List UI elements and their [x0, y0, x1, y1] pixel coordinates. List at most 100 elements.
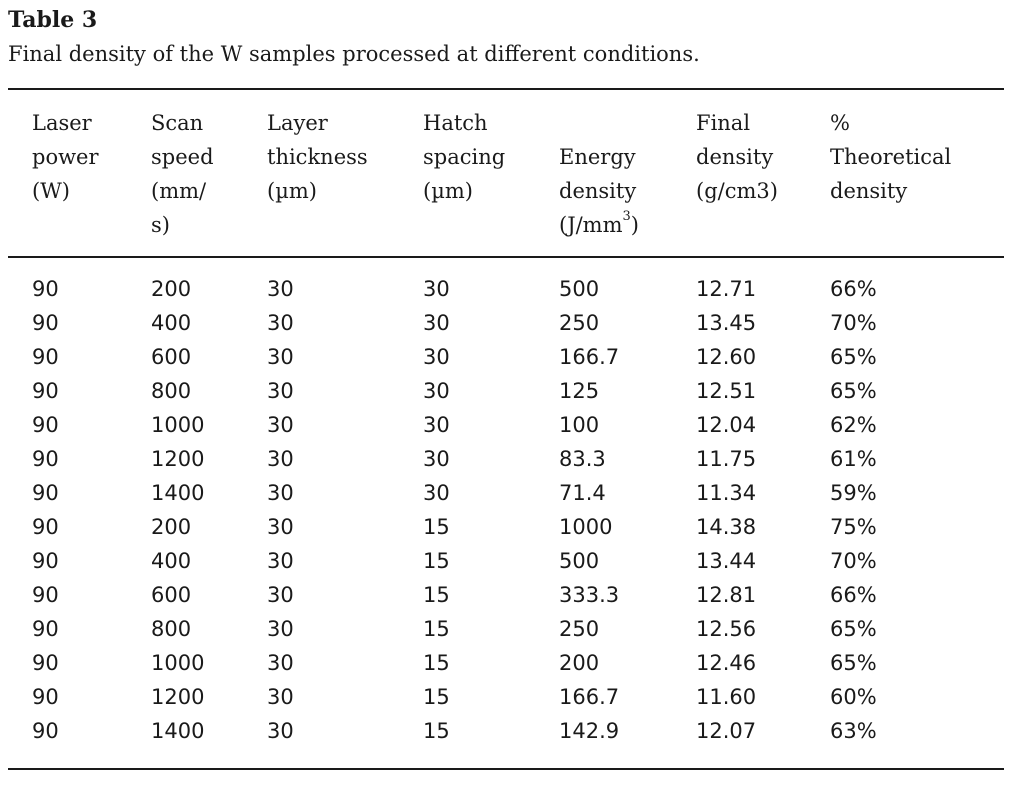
cell-energy-density: 250	[559, 617, 600, 641]
header-theoretical-density: % Theoretical density	[830, 111, 952, 203]
cell-laser-power: 90	[32, 379, 59, 403]
cell-theoretical-density: 61%	[830, 447, 877, 471]
cell-final-density: 12.60	[696, 345, 757, 369]
cell-energy-density: 333.3	[559, 583, 620, 607]
header-hatch-spacing: Hatch spacing (µm)	[423, 111, 506, 203]
table-row: 90 200 30 30 500 12.71 66%	[0, 272, 1016, 306]
cell-layer-thickness: 30	[267, 447, 294, 471]
cell-theoretical-density: 75%	[830, 515, 877, 539]
cell-hatch-spacing: 15	[423, 583, 450, 607]
cell-final-density: 12.07	[696, 719, 757, 743]
cell-scan-speed: 800	[151, 379, 192, 403]
cell-theoretical-density: 65%	[830, 651, 877, 675]
table-row: 90 1200 30 15 166.7 11.60 60%	[0, 680, 1016, 714]
cell-scan-speed: 1200	[151, 685, 205, 709]
table-label: Table 3	[8, 7, 98, 33]
cell-final-density: 12.46	[696, 651, 757, 675]
cell-final-density: 11.60	[696, 685, 757, 709]
cell-scan-speed: 600	[151, 345, 192, 369]
cell-theoretical-density: 62%	[830, 413, 877, 437]
cell-final-density: 12.56	[696, 617, 757, 641]
cell-energy-density: 71.4	[559, 481, 606, 505]
cell-hatch-spacing: 30	[423, 277, 450, 301]
cell-scan-speed: 600	[151, 583, 192, 607]
cell-energy-density: 250	[559, 311, 600, 335]
cell-final-density: 11.34	[696, 481, 757, 505]
cell-laser-power: 90	[32, 651, 59, 675]
header-layer-thickness: Layer thickness (µm)	[267, 111, 368, 203]
cell-laser-power: 90	[32, 583, 59, 607]
table-row: 90 1400 30 30 71.4 11.34 59%	[0, 476, 1016, 510]
cell-final-density: 14.38	[696, 515, 757, 539]
cell-hatch-spacing: 15	[423, 549, 450, 573]
cell-scan-speed: 1400	[151, 719, 205, 743]
cell-laser-power: 90	[32, 617, 59, 641]
cell-final-density: 13.44	[696, 549, 757, 573]
cell-final-density: 12.04	[696, 413, 757, 437]
cell-layer-thickness: 30	[267, 549, 294, 573]
cell-hatch-spacing: 15	[423, 515, 450, 539]
cell-hatch-spacing: 30	[423, 345, 450, 369]
cell-theoretical-density: 60%	[830, 685, 877, 709]
table-top-rule	[8, 88, 1004, 90]
cell-scan-speed: 200	[151, 277, 192, 301]
cell-layer-thickness: 30	[267, 311, 294, 335]
cell-laser-power: 90	[32, 549, 59, 573]
cell-hatch-spacing: 30	[423, 379, 450, 403]
cell-layer-thickness: 30	[267, 515, 294, 539]
table-bottom-rule	[8, 768, 1004, 770]
cell-theoretical-density: 65%	[830, 617, 877, 641]
table-row: 90 1000 30 15 200 12.46 65%	[0, 646, 1016, 680]
cell-final-density: 11.75	[696, 447, 757, 471]
header-energy-density: Energy density (J/mm3)	[559, 106, 639, 242]
cell-layer-thickness: 30	[267, 719, 294, 743]
cell-theoretical-density: 66%	[830, 277, 877, 301]
cell-theoretical-density: 70%	[830, 549, 877, 573]
cell-theoretical-density: 63%	[830, 719, 877, 743]
cell-hatch-spacing: 15	[423, 651, 450, 675]
cell-hatch-spacing: 30	[423, 447, 450, 471]
table-row: 90 600 30 15 333.3 12.81 66%	[0, 578, 1016, 612]
header-energy-density-unit-suffix: )	[630, 213, 639, 237]
cell-hatch-spacing: 15	[423, 685, 450, 709]
cell-scan-speed: 1400	[151, 481, 205, 505]
header-energy-density-unit-prefix: (J/mm	[559, 213, 623, 237]
cell-final-density: 13.45	[696, 311, 757, 335]
table-body: 90 200 30 30 500 12.71 66% 90 400 30 30 250 13.45 70%…	[0, 272, 1016, 748]
table-row: 90 600 30 30 166.7 12.60 65%	[0, 340, 1016, 374]
cell-energy-density: 166.7	[559, 685, 620, 709]
header-final-density: Final density (g/cm3)	[696, 111, 778, 203]
cell-layer-thickness: 30	[267, 345, 294, 369]
cell-theoretical-density: 66%	[830, 583, 877, 607]
cell-theoretical-density: 65%	[830, 345, 877, 369]
cell-final-density: 12.81	[696, 583, 757, 607]
cell-laser-power: 90	[32, 685, 59, 709]
cell-scan-speed: 800	[151, 617, 192, 641]
cell-hatch-spacing: 15	[423, 617, 450, 641]
table-row: 90 1000 30 30 100 12.04 62%	[0, 408, 1016, 442]
cell-theoretical-density: 70%	[830, 311, 877, 335]
table-row: 90 200 30 15 1000 14.38 75%	[0, 510, 1016, 544]
cell-laser-power: 90	[32, 515, 59, 539]
table-row: 90 400 30 15 500 13.44 70%	[0, 544, 1016, 578]
cell-hatch-spacing: 15	[423, 719, 450, 743]
table-row: 90 1400 30 15 142.9 12.07 63%	[0, 714, 1016, 748]
header-scan-speed: Scan speed (mm/ s)	[151, 111, 214, 237]
cell-energy-density: 200	[559, 651, 600, 675]
cell-hatch-spacing: 30	[423, 481, 450, 505]
cell-laser-power: 90	[32, 413, 59, 437]
cell-scan-speed: 1000	[151, 651, 205, 675]
cell-laser-power: 90	[32, 481, 59, 505]
cell-final-density: 12.51	[696, 379, 757, 403]
table-row: 90 800 30 15 250 12.56 65%	[0, 612, 1016, 646]
cell-energy-density: 83.3	[559, 447, 606, 471]
cell-theoretical-density: 65%	[830, 379, 877, 403]
table-row: 90 800 30 30 125 12.51 65%	[0, 374, 1016, 408]
cell-layer-thickness: 30	[267, 481, 294, 505]
cell-energy-density: 100	[559, 413, 600, 437]
cell-scan-speed: 1000	[151, 413, 205, 437]
cell-hatch-spacing: 30	[423, 311, 450, 335]
cell-final-density: 12.71	[696, 277, 757, 301]
cell-laser-power: 90	[32, 311, 59, 335]
cell-energy-density: 125	[559, 379, 600, 403]
